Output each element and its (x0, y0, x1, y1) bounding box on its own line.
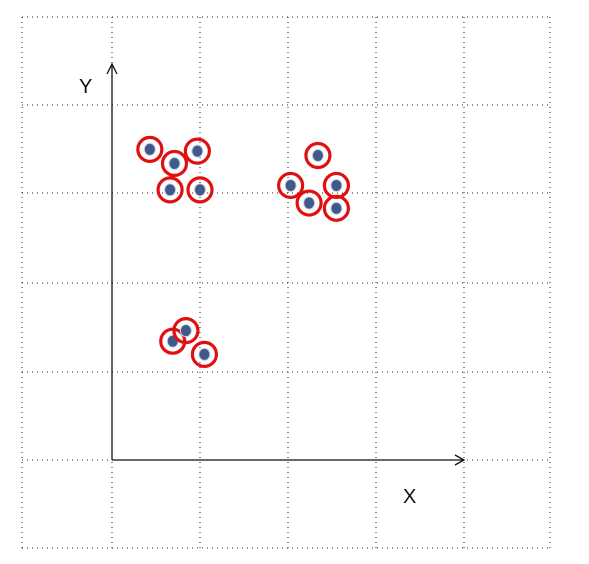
data-point (322, 194, 350, 222)
data-point (172, 317, 200, 345)
data-point (136, 135, 164, 163)
point-marker (198, 347, 211, 361)
point-marker (330, 178, 343, 192)
data-point (295, 189, 323, 217)
point-ring (190, 340, 218, 368)
point-ring (160, 149, 189, 178)
point-ring (156, 176, 184, 204)
axes (106, 62, 466, 466)
data-point (183, 137, 211, 165)
data-point (190, 340, 218, 368)
point-ring (186, 176, 214, 204)
point-ring (136, 135, 164, 163)
point-marker (164, 183, 177, 197)
data-point (160, 149, 189, 178)
point-marker (330, 201, 343, 215)
data-point (277, 171, 305, 200)
point-ring (304, 141, 332, 170)
point-marker (284, 178, 297, 192)
y-axis-label: Y (79, 76, 92, 98)
point-ring (277, 171, 305, 200)
point-marker (311, 149, 324, 163)
y-axis-arrow-icon (106, 62, 118, 75)
point-ring (183, 137, 211, 165)
data-point (186, 176, 214, 204)
x-axis-arrow-icon (454, 454, 466, 466)
grid (21, 16, 551, 549)
point-ring (172, 317, 200, 345)
data-point (304, 141, 332, 170)
data-points (136, 135, 350, 368)
point-ring (295, 189, 323, 217)
point-marker (191, 144, 204, 158)
point-marker (143, 142, 156, 156)
point-marker (303, 196, 316, 210)
point-marker (179, 324, 192, 338)
data-point (156, 176, 184, 204)
x-axis-label: X (403, 486, 416, 508)
point-marker (194, 183, 206, 197)
point-ring (322, 194, 350, 222)
point-marker (168, 156, 181, 170)
data-point (322, 171, 350, 200)
